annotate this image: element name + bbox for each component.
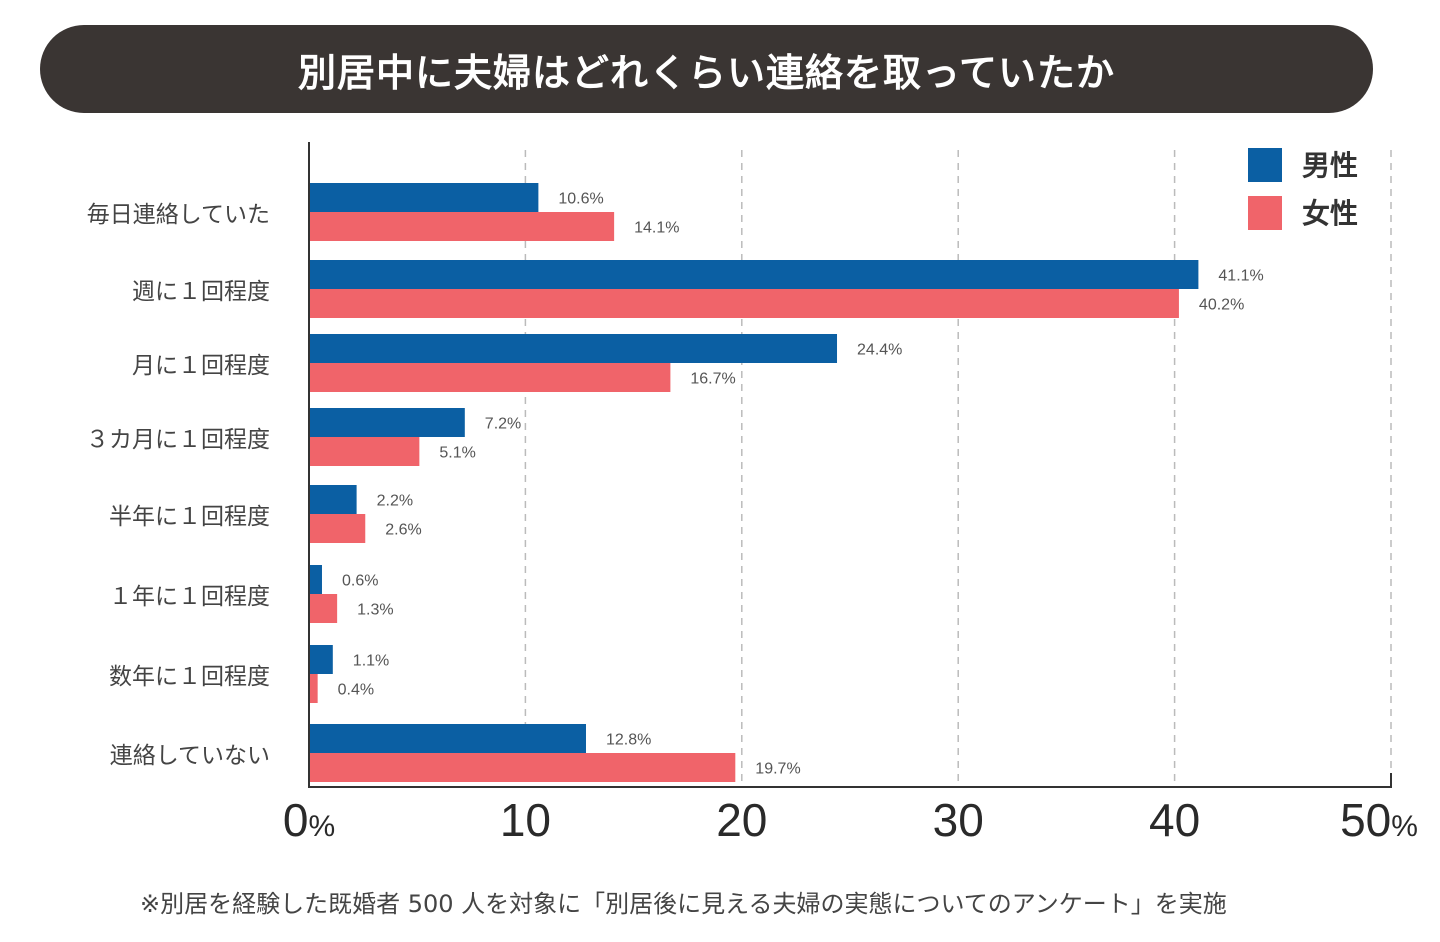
category-label: ３カ月に１回程度 — [86, 427, 270, 453]
data-label: 1.3% — [357, 602, 393, 619]
data-label: 1.1% — [353, 653, 389, 670]
legend-label: 女性 — [1302, 197, 1358, 230]
bar-male — [309, 260, 1199, 289]
data-label: 41.1% — [1218, 268, 1263, 285]
category-label: 毎日連絡していた — [87, 202, 270, 228]
legend-swatch-male — [1248, 148, 1282, 182]
category-label: １年に１回程度 — [109, 584, 270, 610]
bar-female — [309, 437, 420, 466]
bar-female — [309, 753, 736, 782]
data-label: 2.2% — [377, 493, 413, 510]
x-tick-unit: % — [308, 810, 335, 843]
data-label: 16.7% — [690, 371, 735, 388]
x-tick-label: 30 — [933, 794, 984, 846]
chart-title: 別居中に夫婦はどれくらい連絡を取っていたか — [297, 50, 1116, 95]
data-label: 14.1% — [634, 220, 679, 237]
bar-female — [309, 594, 338, 623]
data-label: 0.4% — [338, 682, 374, 699]
data-label: 7.2% — [485, 416, 521, 433]
legend-label: 男性 — [1302, 149, 1358, 182]
bar-male — [309, 408, 465, 437]
category-label: 半年に１回程度 — [109, 504, 270, 530]
category-label: 数年に１回程度 — [109, 664, 270, 690]
data-label: 2.6% — [385, 522, 421, 539]
x-tick-label: 0% — [283, 794, 335, 846]
bar-male — [309, 565, 322, 594]
bar-female — [309, 674, 318, 703]
bars: 10.6% 14.1% 41.1% 40.2% 24.4% 16.7% 7.2% 5.1% 2.… — [309, 183, 1264, 782]
bar-female — [309, 289, 1179, 318]
grid-lines — [524, 150, 1392, 787]
bar-female — [309, 363, 671, 392]
category-label: 連絡していない — [110, 743, 270, 769]
data-label: 40.2% — [1199, 297, 1244, 314]
bar-male — [309, 724, 586, 753]
bar-female — [309, 514, 366, 543]
category-label: 週に１回程度 — [132, 279, 270, 305]
legend-swatch-female — [1248, 196, 1282, 230]
footnote: ※別居を経験した既婚者 500 人を対象に「別居後に見える夫婦の実態についてのア… — [140, 890, 1227, 918]
data-label: 10.6% — [558, 191, 603, 208]
data-label: 12.8% — [606, 732, 651, 749]
data-label: 19.7% — [755, 761, 800, 778]
bar-male — [309, 485, 357, 514]
x-tick-label: 20 — [716, 794, 767, 846]
data-label: 24.4% — [857, 342, 902, 359]
x-tick-label: 10 — [500, 794, 551, 846]
category-label: 月に１回程度 — [132, 353, 270, 379]
data-label: 5.1% — [439, 445, 475, 462]
x-tick-label: 50% — [1340, 794, 1418, 846]
bar-male — [309, 645, 333, 674]
bar-male — [309, 183, 539, 212]
bar-male — [309, 334, 838, 363]
data-label: 0.6% — [342, 573, 378, 590]
x-tick-unit: % — [1391, 810, 1418, 843]
bar-female — [309, 212, 615, 241]
x-tick-label: 40 — [1149, 794, 1200, 846]
chart-title-bar: 別居中に夫婦はどれくらい連絡を取っていたか — [40, 25, 1373, 113]
